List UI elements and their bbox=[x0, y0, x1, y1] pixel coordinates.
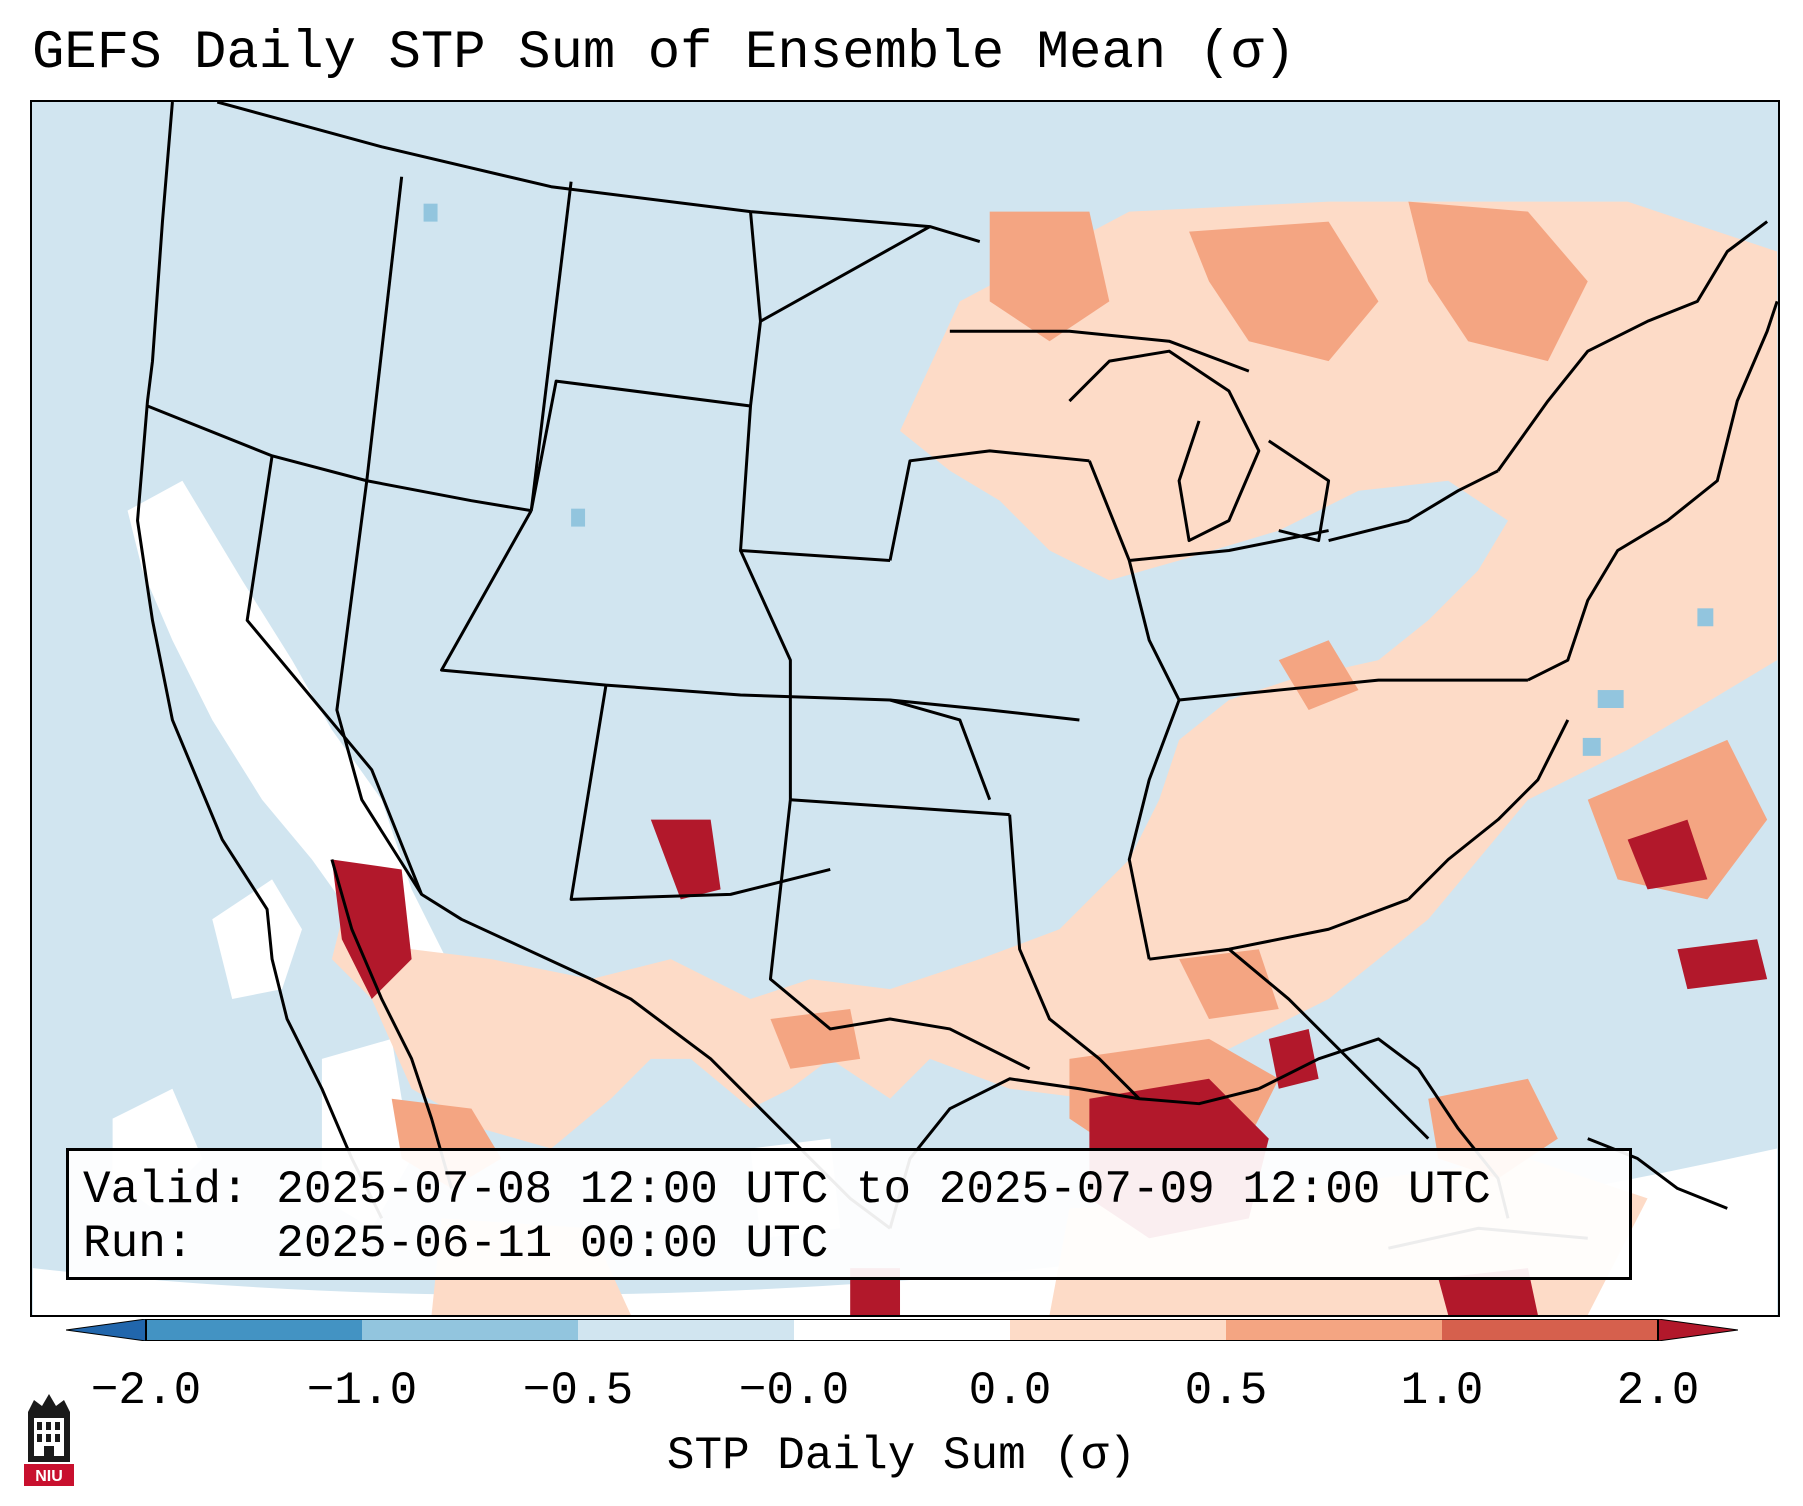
colorbar-tick-label: −0.0 bbox=[738, 1365, 850, 1417]
colorbar-bin-1 bbox=[146, 1319, 362, 1341]
run-time-line: Run: 2025-06-11 00:00 UTC bbox=[83, 1218, 829, 1270]
colorbar-tick-label: −0.5 bbox=[522, 1365, 634, 1417]
colorbar-tick-label: 2.0 bbox=[1616, 1365, 1700, 1417]
colorbar-tick-label: −1.0 bbox=[306, 1365, 418, 1417]
anomaly-patches-negative bbox=[423, 203, 1714, 756]
colorbar-tick-label: 1.0 bbox=[1400, 1365, 1484, 1417]
colorbar bbox=[66, 1319, 1738, 1341]
niu-logo: NIU bbox=[24, 1394, 74, 1486]
colorbar-label: STP Daily Sum (σ) bbox=[666, 1430, 1137, 1482]
map-panel bbox=[30, 100, 1780, 1317]
colorbar-bin-5 bbox=[1010, 1319, 1226, 1341]
colorbar-tick-label: −2.0 bbox=[90, 1365, 202, 1417]
colorbar-low-extension bbox=[66, 1319, 147, 1341]
colorbar-tick-label: 0.0 bbox=[968, 1365, 1052, 1417]
colorbar-outline bbox=[145, 1319, 1659, 1341]
chart-title: GEFS Daily STP Sum of Ensemble Mean (σ) bbox=[32, 23, 1296, 84]
colorbar-bin-2 bbox=[362, 1319, 578, 1341]
valid-run-info-box: Valid: 2025-07-08 12:00 UTC to 2025-07-0… bbox=[66, 1148, 1632, 1280]
colorbar-bin-3 bbox=[578, 1319, 794, 1341]
map-canvas bbox=[32, 102, 1778, 1315]
colorbar-tick-label: 0.5 bbox=[1184, 1365, 1268, 1417]
colorbar-bin-4 bbox=[794, 1319, 1010, 1341]
colorbar-bin-6 bbox=[1226, 1319, 1442, 1341]
colorbar-bin-7 bbox=[1442, 1319, 1658, 1341]
valid-time-line: Valid: 2025-07-08 12:00 UTC to 2025-07-0… bbox=[83, 1164, 1491, 1216]
svg-text:NIU: NIU bbox=[35, 1468, 63, 1485]
colorbar-high-extension bbox=[1657, 1319, 1738, 1341]
